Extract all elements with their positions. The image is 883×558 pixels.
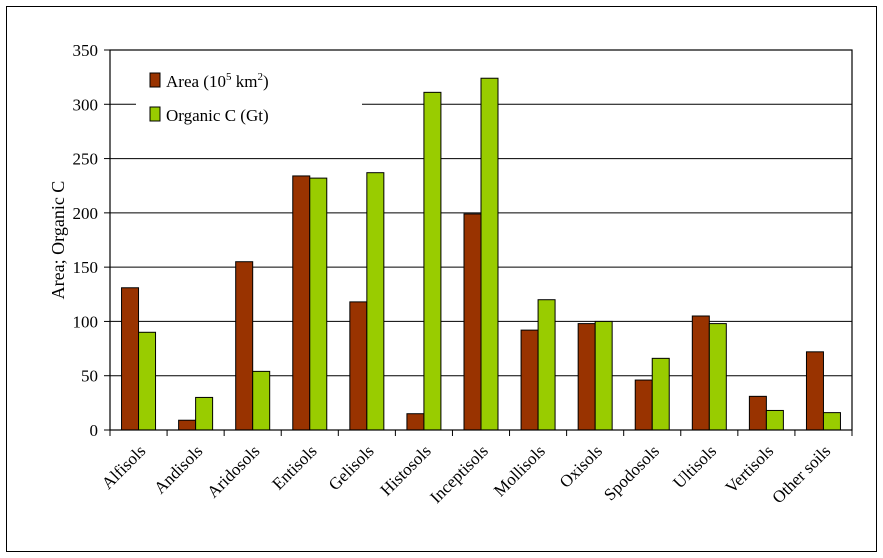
legend-background (136, 72, 362, 128)
bar-organic-c (366, 172, 385, 431)
x-tick-label: Andisols (150, 441, 206, 497)
x-tick-label: Oxisols (556, 441, 606, 491)
y-tick-label: 50 (81, 367, 98, 386)
bar-organic-c (765, 409, 784, 431)
bar-organic-c (651, 357, 670, 431)
bar-area (577, 323, 596, 431)
bar-area (634, 379, 653, 431)
y-tick-label: 300 (73, 95, 99, 114)
x-tick-label: Ultisols (669, 441, 720, 492)
y-tick-labels: 0 50 100 150 200 250 300 350 (73, 41, 110, 440)
bar-organic-c (594, 320, 613, 431)
bar-area (406, 413, 425, 431)
bar-area (292, 175, 311, 431)
y-tick-label: 0 (90, 421, 99, 440)
x-tick-label: Other soils (768, 441, 834, 507)
y-tick-label: 350 (73, 41, 99, 60)
legend-label-organic-c: Organic C (Gt) (166, 106, 269, 125)
x-tick-label: Aridosols (203, 441, 263, 501)
bar-organic-c (252, 370, 271, 431)
x-tick-label: Gelisols (325, 441, 378, 494)
x-tick-label: Histosols (377, 441, 435, 499)
bar-organic-c (195, 396, 214, 431)
legend-label-area: Area (105 km2) (166, 71, 269, 91)
y-tick-label: 250 (73, 150, 99, 169)
bar-organic-c (537, 299, 556, 431)
x-tick-label: Vertisols (722, 441, 778, 497)
plot-area-border (109, 49, 853, 431)
bar-organic-c (480, 77, 499, 431)
legend: Area (105 km2) Organic C (Gt) (136, 71, 362, 128)
y-tick-label: 150 (73, 258, 99, 277)
x-tick-label: Spodosols (600, 441, 663, 504)
x-tick-label: Inceptisols (426, 441, 492, 507)
y-tick-label: 200 (73, 204, 99, 223)
bar-organic-c (309, 177, 328, 431)
bar-organic-c (138, 331, 157, 431)
bar-area (463, 213, 482, 431)
bar-organic-c (423, 91, 442, 431)
legend-swatch-organic-c (149, 106, 161, 122)
bar-area (178, 419, 197, 431)
x-tick-label: Alfisols (98, 441, 150, 493)
y-tick-label: 100 (73, 312, 99, 331)
bar-area (235, 261, 254, 431)
bar-area (349, 301, 368, 431)
bar-organic-c (822, 412, 841, 431)
bar-area (520, 329, 539, 431)
bar-organic-c (708, 323, 727, 431)
bar-area (805, 351, 824, 431)
bar-area (748, 395, 767, 431)
x-tick-label: Entisols (268, 441, 320, 493)
bar-area (691, 315, 710, 431)
legend-swatch-area (149, 72, 161, 88)
y-axis-label: Area; Organic C (48, 181, 68, 300)
bars (121, 77, 841, 431)
axes (109, 49, 853, 436)
bar-area (121, 287, 140, 431)
x-tick-label: Mollisols (490, 441, 549, 500)
